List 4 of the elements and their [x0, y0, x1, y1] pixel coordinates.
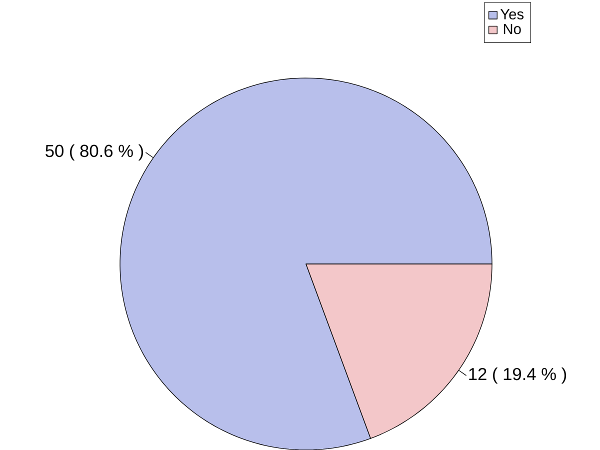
- data-label: 50 ( 80.6 % ): [46, 144, 144, 160]
- data-label: 12 ( 19.4 % ): [469, 367, 566, 384]
- legend-label: Yes: [500, 9, 524, 20]
- legend-label: No: [504, 24, 521, 34]
